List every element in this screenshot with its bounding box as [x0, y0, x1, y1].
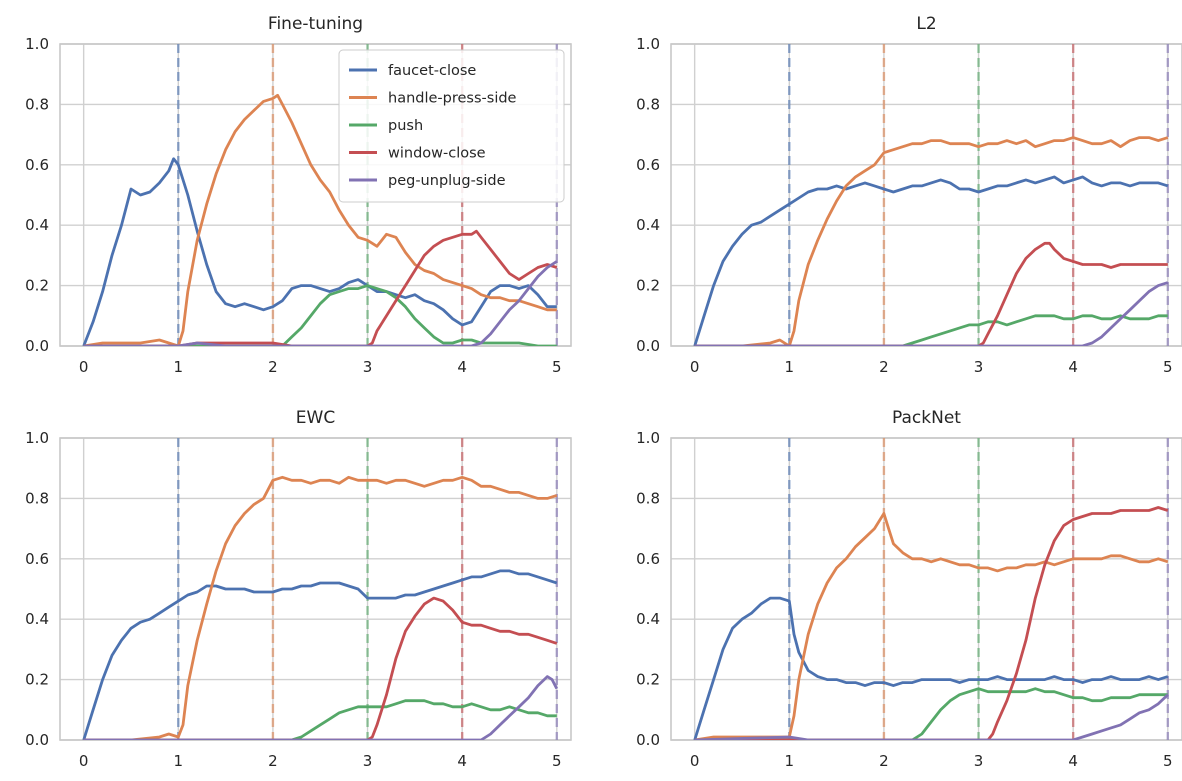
series-line-push [694, 314, 1168, 346]
y-tick-label: 0.4 [636, 216, 660, 234]
series-line-peg-unplug-side [694, 693, 1169, 740]
x-tick-label: 4 [457, 752, 467, 770]
y-tick-label: 0.2 [636, 277, 660, 295]
legend-label-peg-unplug-side: peg-unplug-side [388, 173, 506, 189]
x-tick-label: 2 [268, 358, 278, 376]
x-tick-label: 2 [879, 358, 889, 376]
y-tick-label: 0.2 [636, 671, 660, 689]
x-tick-label: 1 [174, 358, 184, 376]
series-line-handle-press-side [694, 136, 1169, 346]
x-tick-label: 0 [79, 358, 89, 376]
y-tick-label: 0.0 [25, 731, 49, 749]
x-tick-label: 3 [974, 358, 984, 376]
x-tick-label: 1 [785, 752, 795, 770]
y-tick-label: 0.4 [25, 216, 49, 234]
legend-box [338, 49, 565, 203]
legend: faucet-close handle-press-side push window-… [338, 49, 565, 203]
x-tick-label: 1 [785, 358, 795, 376]
series-line-faucet-close [82, 157, 557, 346]
legend-label-handle-press-side: handle-press-side [388, 91, 517, 107]
series-line-faucet-close [693, 175, 1169, 346]
series-line-faucet-close [693, 596, 1169, 740]
series-line-handle-press-side [694, 512, 1169, 740]
series-line-push [83, 699, 557, 740]
y-tick-label: 1.0 [636, 429, 660, 447]
x-tick-label: 3 [363, 358, 373, 376]
series-line-window-close [83, 596, 558, 740]
y-tick-label: 0.8 [25, 95, 49, 113]
y-tick-label: 0.0 [636, 731, 660, 749]
x-tick-label: 2 [879, 752, 889, 770]
chart-title: PackNet [892, 408, 961, 428]
y-tick-label: 0.8 [25, 489, 49, 507]
series-line-peg-unplug-side [83, 260, 558, 346]
series-line-window-close [694, 241, 1168, 346]
y-tick-label: 0.4 [636, 610, 660, 628]
plot-frame [59, 437, 572, 741]
x-tick-label: 4 [457, 358, 467, 376]
y-tick-label: 0.2 [25, 671, 49, 689]
y-tick-label: 0.0 [636, 337, 660, 355]
series-line-handle-press-side [83, 93, 557, 346]
y-tick-label: 1.0 [25, 35, 49, 53]
chart-panel: 0.0 0.2 0.4 0.6 0.8 1.0 0 1 2 3 4 5 EWC [25, 408, 572, 770]
series-line-handle-press-side [83, 475, 558, 740]
x-tick-label: 0 [79, 752, 89, 770]
series-line-peg-unplug-side [83, 675, 559, 740]
y-tick-label: 1.0 [25, 429, 49, 447]
x-tick-label: 3 [363, 752, 373, 770]
y-tick-label: 0.6 [25, 156, 49, 174]
plot-frame [670, 437, 1182, 741]
chart-panel: 0.0 0.2 0.4 0.6 0.8 1.0 0 1 2 3 4 5 Fine-tuning fauce… [25, 14, 572, 376]
x-tick-label: 1 [174, 752, 184, 770]
x-tick-label: 4 [1068, 752, 1078, 770]
x-tick-label: 5 [1163, 752, 1173, 770]
x-tick-label: 2 [268, 752, 278, 770]
y-tick-label: 1.0 [636, 35, 660, 53]
series-line-window-close [83, 229, 558, 346]
x-tick-label: 5 [1163, 358, 1173, 376]
chart-title: L2 [916, 14, 936, 34]
y-tick-label: 0.6 [25, 550, 49, 568]
x-tick-label: 0 [690, 752, 700, 770]
y-tick-label: 0.6 [636, 156, 660, 174]
x-tick-label: 3 [974, 752, 984, 770]
legend-label-push: push [388, 118, 423, 134]
y-tick-label: 0.0 [25, 337, 49, 355]
legend-label-faucet-close: faucet-close [388, 63, 476, 79]
chart-title: Fine-tuning [268, 14, 363, 34]
y-tick-label: 0.8 [636, 489, 660, 507]
series-line-faucet-close [82, 569, 558, 740]
legend-label-window-close: window-close [388, 146, 486, 162]
series-line-push [694, 687, 1168, 740]
series-line-push [83, 284, 557, 346]
chart-title: EWC [296, 408, 335, 428]
y-tick-label: 0.8 [636, 95, 660, 113]
series-line-window-close [694, 506, 1169, 740]
y-tick-label: 0.4 [25, 610, 49, 628]
plot-frame [670, 43, 1182, 347]
y-tick-label: 0.6 [636, 550, 660, 568]
x-tick-label: 5 [552, 752, 562, 770]
y-tick-label: 0.2 [25, 277, 49, 295]
x-tick-label: 5 [552, 358, 562, 376]
chart-panel: 0.0 0.2 0.4 0.6 0.8 1.0 0 1 2 3 4 5 PackNet [636, 408, 1182, 770]
x-tick-label: 0 [690, 358, 700, 376]
chart-panel: 0.0 0.2 0.4 0.6 0.8 1.0 0 1 2 3 4 5 L2 [636, 14, 1182, 376]
x-tick-label: 4 [1068, 358, 1078, 376]
series-line-peg-unplug-side [694, 281, 1169, 346]
